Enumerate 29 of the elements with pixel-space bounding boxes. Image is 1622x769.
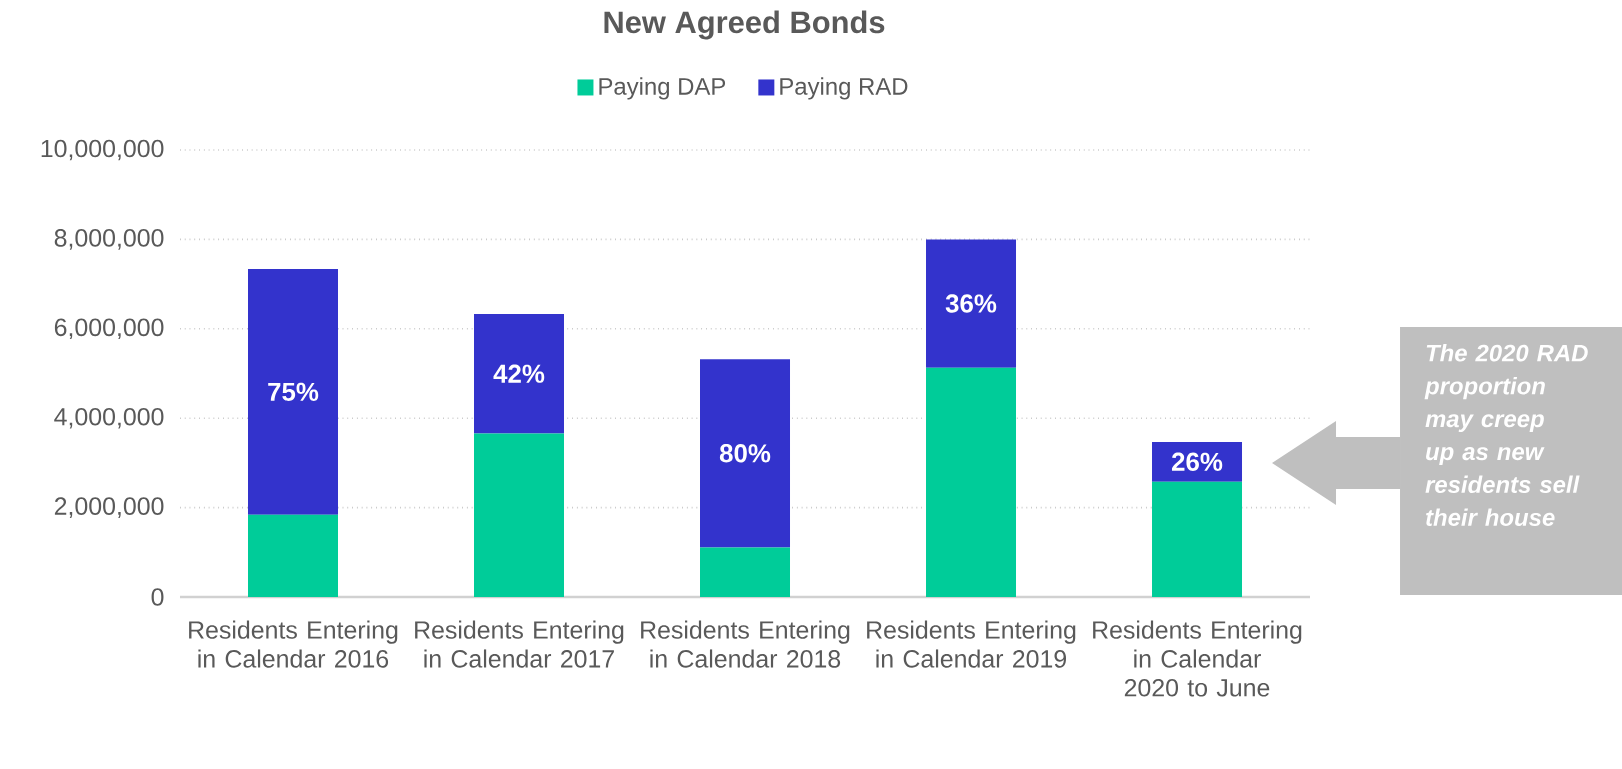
y-tick-label: 10,000,000 — [41, 139, 164, 161]
bar — [926, 367, 1017, 597]
y-tick-label: 2,000,000 — [54, 497, 164, 518]
annotation: 80% — [719, 444, 771, 463]
x-tick-label: Residents Entering in Calendar 2019 — [867, 620, 1076, 668]
annotation: 26% — [1171, 452, 1223, 471]
y-tick-label: 6,000,000 — [54, 318, 164, 340]
x-tick-label: Residents Entering in Calendar 2018 — [641, 620, 850, 668]
y-tick-label: 4,000,000 — [54, 407, 164, 429]
x-tick-label: Residents Entering in Calendar 2016 — [189, 620, 398, 668]
annotation: 75% — [268, 382, 319, 401]
chart-title: New Agreed Bonds — [604, 10, 885, 40]
bar — [248, 514, 338, 597]
x-tick-label: Residents Entering in Calendar 2020 to June — [1093, 620, 1302, 697]
bar — [474, 433, 564, 597]
text: The 2020 RAD proportion may creep up as new residents sell their house — [1424, 344, 1588, 526]
bar — [248, 268, 338, 515]
y-tick-label: 8,000,000 — [54, 229, 164, 250]
bar — [700, 359, 791, 548]
bar — [926, 239, 1017, 368]
bar — [700, 547, 791, 597]
legend-label: Paying DAP — [599, 77, 726, 100]
x-tick-label: Residents Entering in Calendar 2017 — [415, 620, 624, 668]
y-tick-label: 0 — [151, 588, 164, 606]
annotation: 36% — [945, 294, 997, 313]
bar — [1152, 481, 1243, 597]
legend-label: Paying RAD — [780, 77, 908, 100]
bar — [474, 314, 564, 434]
annotation: 42% — [493, 364, 545, 383]
